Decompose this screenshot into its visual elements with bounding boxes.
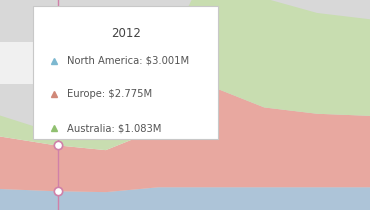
FancyBboxPatch shape <box>33 6 218 139</box>
Text: Europe: $2.775M: Europe: $2.775M <box>67 89 152 100</box>
Bar <box>0 84 370 126</box>
Text: 2012: 2012 <box>111 27 141 40</box>
Text: North America: $3.001M: North America: $3.001M <box>67 56 189 66</box>
Bar <box>0 42 370 84</box>
Text: Australia: $1.083M: Australia: $1.083M <box>67 123 161 133</box>
Bar <box>0 126 370 168</box>
Bar <box>0 0 370 42</box>
Bar <box>0 168 370 210</box>
